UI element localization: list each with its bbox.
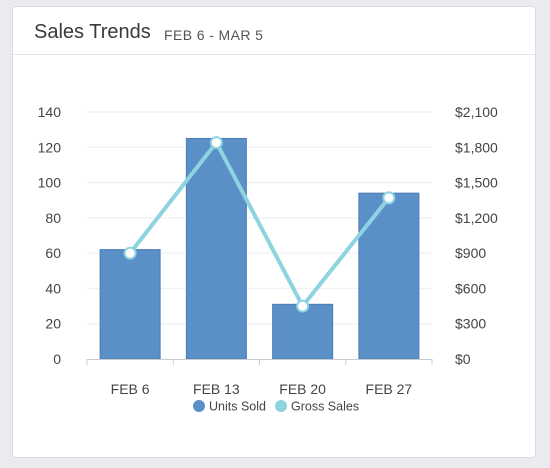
legend-swatch <box>275 400 287 412</box>
right-y-tick-label: $1,500 <box>455 175 498 191</box>
x-tick-label: FEB 13 <box>193 381 240 397</box>
x-axis <box>86 359 433 365</box>
sales-trends-card: Sales Trends FEB 6 - MAR 5 <box>12 6 536 458</box>
left-y-tick-label: 100 <box>38 175 62 191</box>
legend-label[interactable]: Gross Sales <box>291 400 359 414</box>
x-tick-label: FEB 27 <box>366 381 413 397</box>
left-y-tick-label: 120 <box>38 139 62 155</box>
x-tick-label: FEB 20 <box>279 381 326 397</box>
right-y-tick-label: $600 <box>455 280 486 296</box>
gross-sales-line <box>123 136 396 313</box>
left-y-tick-label: 0 <box>53 351 61 367</box>
x-axis-ticks: FEB 6 FEB 13 FEB 20 FEB 27 <box>111 381 413 397</box>
units-sold-bars <box>99 137 420 360</box>
left-y-tick-label: 60 <box>45 245 61 261</box>
legend-swatch <box>193 400 205 412</box>
left-y-tick-label: 140 <box>38 104 62 120</box>
right-y-tick-label: $0 <box>455 351 471 367</box>
units-sold-bar[interactable] <box>99 249 161 360</box>
date-range: FEB 6 - MAR 5 <box>164 27 264 43</box>
left-y-tick-label: 40 <box>45 280 61 296</box>
gross-sales-point[interactable] <box>209 136 223 150</box>
gross-sales-point[interactable] <box>296 299 310 313</box>
left-y-tick-label: 20 <box>45 316 61 332</box>
legend-label[interactable]: Units Sold <box>209 400 266 414</box>
left-y-axis-ticks: 0 20 40 60 80 100 120 140 <box>38 104 62 367</box>
card-title: Sales Trends <box>34 21 151 43</box>
units-sold-bar[interactable] <box>272 303 334 360</box>
right-y-tick-label: $900 <box>455 245 486 261</box>
right-y-axis-ticks: $0 $300 $600 $900 $1,200 $1,500 $1,800 $2,100 <box>455 104 498 367</box>
chart-legend: Units Sold Gross Sales <box>193 400 359 414</box>
gross-sales-point[interactable] <box>123 246 137 260</box>
right-y-tick-label: $1,200 <box>455 210 498 226</box>
card-header: Sales Trends FEB 6 - MAR 5 <box>13 7 535 55</box>
gross-sales-line-path <box>128 140 391 309</box>
units-sold-bar[interactable] <box>185 137 247 360</box>
x-tick-label: FEB 6 <box>111 381 150 397</box>
right-y-tick-label: $1,800 <box>455 139 498 155</box>
right-y-tick-label: $2,100 <box>455 104 498 120</box>
right-y-tick-label: $300 <box>455 316 486 332</box>
gross-sales-point[interactable] <box>382 191 396 205</box>
units-sold-bar[interactable] <box>358 192 420 360</box>
left-y-tick-label: 80 <box>45 210 61 226</box>
